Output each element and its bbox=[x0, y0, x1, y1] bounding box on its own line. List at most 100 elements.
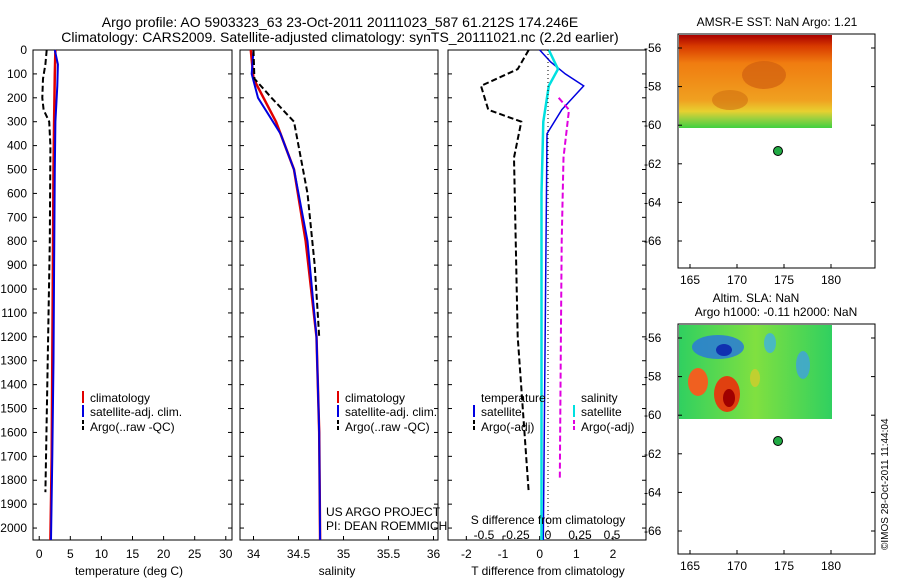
sla-map-title-2: Argo h1000: -0.11 h2000: NaN bbox=[695, 305, 858, 319]
map-x-tick-label: 165 bbox=[680, 273, 700, 287]
series-line bbox=[249, 49, 322, 541]
x-tick-label: 35 bbox=[337, 547, 351, 561]
sst-map-ticks: 165 170 175 180 -56 -58 -60 -62 -64 -66 bbox=[644, 41, 875, 287]
depth-tick-label: 100 bbox=[7, 67, 27, 81]
sla-low-anomaly bbox=[796, 351, 810, 379]
sst-warm-patch bbox=[712, 90, 748, 110]
x-tick-label: 2 bbox=[610, 547, 617, 561]
depth-tick-label: 1900 bbox=[0, 497, 27, 511]
depth-tick-label: 1500 bbox=[0, 402, 27, 416]
map-y-tick-label: -66 bbox=[644, 234, 662, 248]
depth-tick-label: 1200 bbox=[0, 330, 27, 344]
sla-low-anomaly bbox=[716, 344, 732, 356]
legend-climatology-label: climatology bbox=[90, 391, 150, 405]
x-tick-label: 0 bbox=[536, 547, 543, 561]
depth-tick-label: 600 bbox=[7, 186, 27, 200]
temperature-legend: climatology satellite-adj. clim. Argo(..… bbox=[82, 391, 182, 434]
x-tick-label: 20 bbox=[157, 547, 171, 561]
difference-axes bbox=[447, 49, 647, 541]
legend-satellite-label: satellite-adj. clim. bbox=[345, 405, 437, 419]
sst-map-title: AMSR-E SST: NaN Argo: 1.21 bbox=[697, 15, 858, 29]
s-difference-label: S difference from climatology bbox=[471, 513, 626, 527]
legend-t-argo-label: Argo(-adj) bbox=[481, 420, 534, 434]
depth-tick-label: 900 bbox=[7, 258, 27, 272]
map-x-tick-label: 170 bbox=[727, 559, 747, 573]
legend-argo-label: Argo(..raw -QC) bbox=[345, 420, 430, 434]
depth-tick-label: 300 bbox=[7, 115, 27, 129]
map-y-tick-label: -60 bbox=[644, 408, 662, 422]
x-tick-label: 0 bbox=[36, 547, 43, 561]
depth-axis: 0 100 200 300 400 500 600 700 800 900 1000 1100 1200… bbox=[0, 43, 646, 535]
series-line bbox=[250, 49, 322, 541]
depth-tick-label: 1700 bbox=[0, 449, 27, 463]
legend-satellite-label: satellite-adj. clim. bbox=[90, 405, 182, 419]
map-x-tick-label: 180 bbox=[821, 559, 841, 573]
x-tick-label: 5 bbox=[67, 547, 74, 561]
x-tick-label: 1 bbox=[573, 547, 580, 561]
x-tick-label: -2 bbox=[461, 547, 472, 561]
series-line bbox=[540, 49, 560, 540]
depth-tick-label: 400 bbox=[7, 139, 27, 153]
x-tick-label: 34 bbox=[247, 547, 261, 561]
x-tick-label: 35.5 bbox=[377, 547, 401, 561]
depth-tick-label: 800 bbox=[7, 234, 27, 248]
depth-tick-label: 1300 bbox=[0, 354, 27, 368]
x-tick-label: 10 bbox=[95, 547, 109, 561]
legend-argo-label: Argo(..raw -QC) bbox=[90, 420, 175, 434]
pi-note: PI: DEAN ROEMMICH bbox=[326, 519, 447, 533]
title-line-1: Argo profile: AO 5903323_63 23-Oct-2011 … bbox=[102, 14, 578, 30]
x-tick-label: 15 bbox=[126, 547, 140, 561]
depth-tick-label: 0 bbox=[20, 43, 27, 57]
legend-salinity-title: salinity bbox=[581, 391, 618, 405]
sla-map-ticks: 165 170 175 180 -56 -58 -60 -62 -64 -66 bbox=[644, 331, 875, 573]
imos-timestamp: ©IMOS 28-Oct-2011 11:44:04 bbox=[880, 418, 891, 550]
x-tick-label: 30 bbox=[219, 547, 233, 561]
temperature-xlabel: temperature (deg C) bbox=[75, 564, 183, 578]
map-x-tick-label: 175 bbox=[774, 559, 794, 573]
s-tick-label: -0.5 bbox=[474, 528, 495, 542]
legend-climatology-label: climatology bbox=[345, 391, 405, 405]
series-line bbox=[252, 49, 321, 337]
legend-temperature-title: temperature bbox=[481, 391, 546, 405]
depth-tick-label: 700 bbox=[7, 210, 27, 224]
series-line bbox=[557, 97, 571, 481]
sst-warm-patch bbox=[742, 61, 786, 89]
salinity-axes bbox=[239, 49, 439, 541]
temperature-axes bbox=[32, 49, 233, 541]
sla-map-title-1: Altim. SLA: NaN bbox=[713, 291, 800, 305]
salinity-x-axis: 34 34.5 35 35.5 36 bbox=[247, 536, 441, 561]
series-line bbox=[41, 49, 52, 493]
t-difference-x-axis: -2 -1 0 1 2 bbox=[461, 536, 617, 561]
x-tick-label: -1 bbox=[498, 547, 509, 561]
x-tick-label: 36 bbox=[427, 547, 441, 561]
s-tick-label: 0.5 bbox=[604, 528, 621, 542]
profile-series bbox=[41, 49, 585, 541]
map-y-tick-label: -62 bbox=[644, 447, 662, 461]
series-line bbox=[539, 49, 585, 541]
map-y-tick-label: -64 bbox=[644, 195, 662, 209]
depth-tick-label: 1100 bbox=[1, 306, 27, 320]
legend-t-satellite-label: satellite bbox=[481, 405, 522, 419]
s-tick-label: -0.25 bbox=[502, 528, 530, 542]
salinity-xlabel: salinity bbox=[319, 564, 356, 578]
project-note: US ARGO PROJECT bbox=[326, 505, 441, 519]
depth-tick-label: 2000 bbox=[0, 521, 27, 535]
map-y-tick-label: -62 bbox=[644, 157, 662, 171]
t-difference-xlabel: T difference from climatology bbox=[471, 564, 625, 578]
x-tick-label: 34.5 bbox=[287, 547, 311, 561]
map-y-tick-label: -58 bbox=[644, 80, 662, 94]
map-y-tick-label: -56 bbox=[644, 41, 662, 55]
sla-low-anomaly bbox=[764, 333, 776, 353]
map-y-tick-label: -58 bbox=[644, 370, 662, 384]
x-tick-label: 25 bbox=[188, 547, 202, 561]
legend-s-argo-label: Argo(-adj) bbox=[581, 420, 634, 434]
depth-tick-label: 200 bbox=[7, 91, 27, 105]
salinity-legend: climatology satellite-adj. clim. Argo(..… bbox=[337, 391, 437, 434]
title-line-2: Climatology: CARS2009. Satellite-adjuste… bbox=[61, 29, 618, 45]
argo-float-marker bbox=[773, 146, 783, 156]
map-y-tick-label: -66 bbox=[644, 524, 662, 538]
depth-tick-label: 1000 bbox=[0, 282, 27, 296]
sla-high-anomaly bbox=[723, 389, 735, 407]
map-y-tick-label: -56 bbox=[644, 331, 662, 345]
